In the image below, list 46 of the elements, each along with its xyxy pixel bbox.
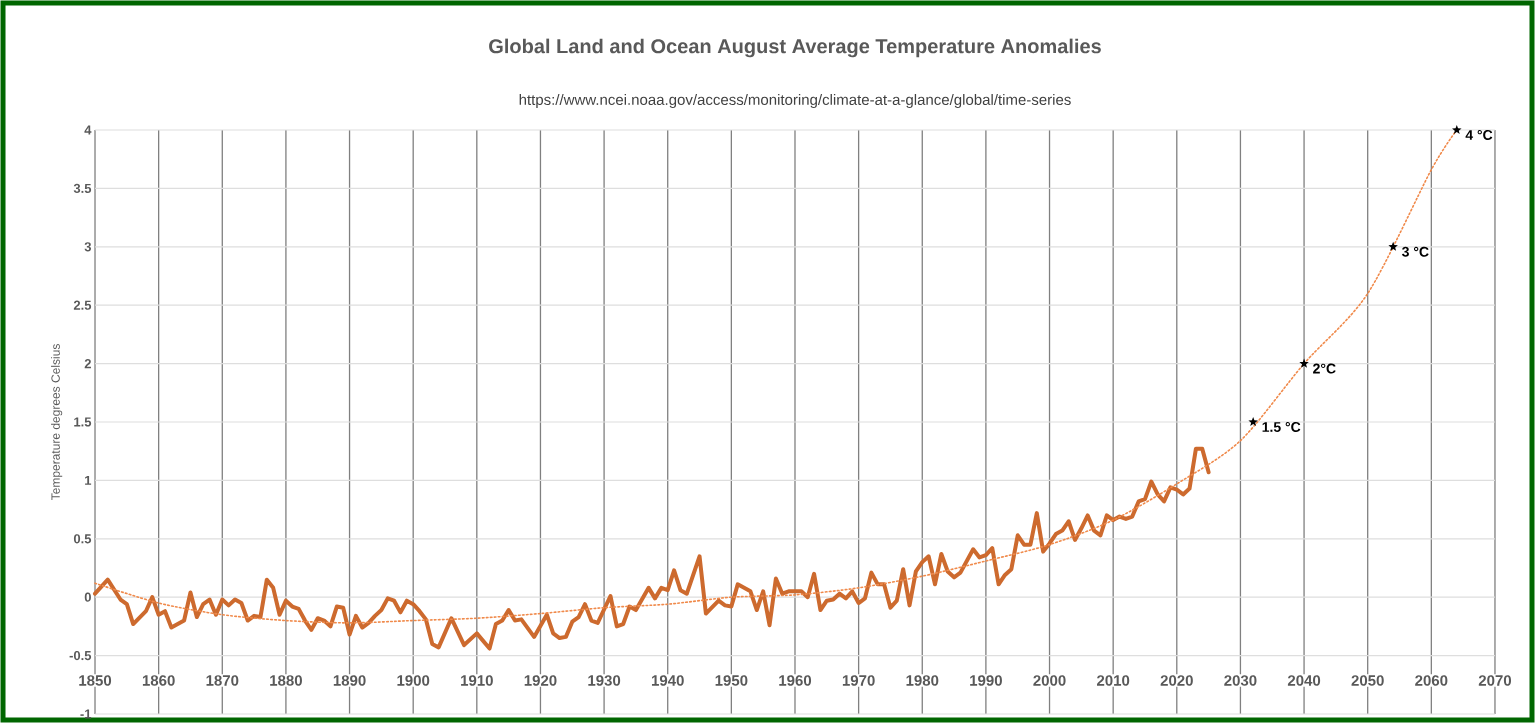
x-tick-label: 2000: [1033, 675, 1066, 686]
annotation: 3 °C: [1402, 246, 1429, 257]
x-tick-label: 1880: [270, 675, 302, 686]
point: [1248, 416, 1258, 427]
x-tick-label: 1900: [397, 675, 430, 686]
x-tick-label: 2070: [1478, 675, 1512, 686]
x-tick-label: 2040: [1287, 675, 1321, 686]
y-axis-title: Temperature degrees Celsius: [51, 344, 63, 501]
x-tick-label: 1970: [842, 675, 875, 686]
point: [1452, 124, 1462, 135]
x-tick-label: 1940: [651, 675, 684, 686]
x-tick-label: 2010: [1097, 675, 1130, 686]
y-tick-label: 2: [84, 359, 91, 369]
point: [1388, 241, 1398, 251]
x-tick-label: 1950: [715, 675, 748, 686]
annotation: 4 °C: [1465, 130, 1493, 140]
y-tick-label: 3: [84, 242, 92, 252]
x-tick-label: 1870: [206, 675, 239, 686]
x-tick-label: 2060: [1415, 675, 1448, 686]
x-tick-label: 1910: [461, 675, 493, 686]
x-tick-label: 1930: [588, 675, 621, 686]
point: [1299, 358, 1309, 368]
line-series: [93, 446, 1211, 651]
chart-title: Global Land and Ocean August Average Temperature Anomalies: [489, 38, 1101, 58]
x-tick-label: 2020: [1160, 675, 1193, 686]
y-tick-label: 1.5: [74, 417, 92, 427]
y-tick-label: 3.5: [73, 183, 92, 193]
y-tick-label: 0: [84, 592, 91, 602]
annotation: 2°C: [1313, 363, 1336, 374]
x-tick-label: 1890: [333, 675, 366, 686]
chart-subtitle: https://www.ncei.noaa.gov/access/monitoring/climate-at-a-glance/global/time-series: [519, 94, 1071, 108]
y-tick-label: -1: [80, 709, 92, 719]
annotation: 1.5 °C: [1262, 422, 1301, 432]
x-tick-label: 1990: [970, 675, 1002, 686]
y-tick-label: 1: [85, 475, 92, 485]
x-tick-label: 2050: [1351, 675, 1384, 686]
x-tick-label: 1960: [779, 675, 812, 686]
y-tick-label: -0.5: [69, 650, 92, 661]
x-tick-label: 1850: [79, 675, 112, 686]
x-tick-label: 1920: [524, 675, 557, 686]
y-tick-label: 2.5: [73, 300, 92, 310]
x-tick-label: 1980: [906, 675, 939, 686]
y-tick-label: 0.5: [73, 534, 92, 544]
y-tick-label: 4: [84, 125, 92, 135]
x-tick-label: 2030: [1224, 675, 1257, 686]
x-tick-label: 1860: [142, 675, 175, 686]
